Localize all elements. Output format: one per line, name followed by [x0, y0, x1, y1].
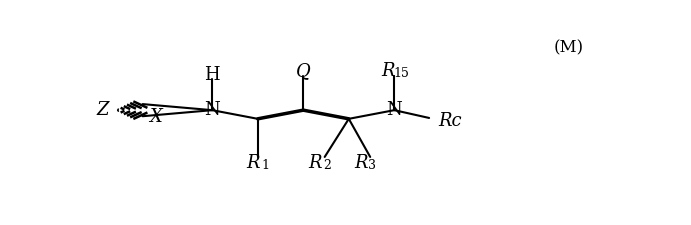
Text: (M): (M) [553, 39, 583, 56]
Text: 2: 2 [323, 159, 331, 172]
Text: R: R [381, 62, 395, 80]
Text: Z: Z [96, 101, 108, 119]
Text: R: R [247, 154, 261, 172]
Text: N: N [205, 101, 220, 119]
Text: H: H [205, 66, 220, 84]
Text: 15: 15 [393, 67, 409, 80]
Text: 3: 3 [368, 159, 377, 172]
Text: X: X [149, 108, 162, 126]
Text: Rc: Rc [439, 112, 462, 130]
Text: R: R [354, 154, 368, 172]
Text: Q: Q [296, 62, 311, 80]
Text: N: N [386, 101, 402, 119]
Text: 1: 1 [261, 159, 269, 172]
Text: R: R [308, 154, 322, 172]
